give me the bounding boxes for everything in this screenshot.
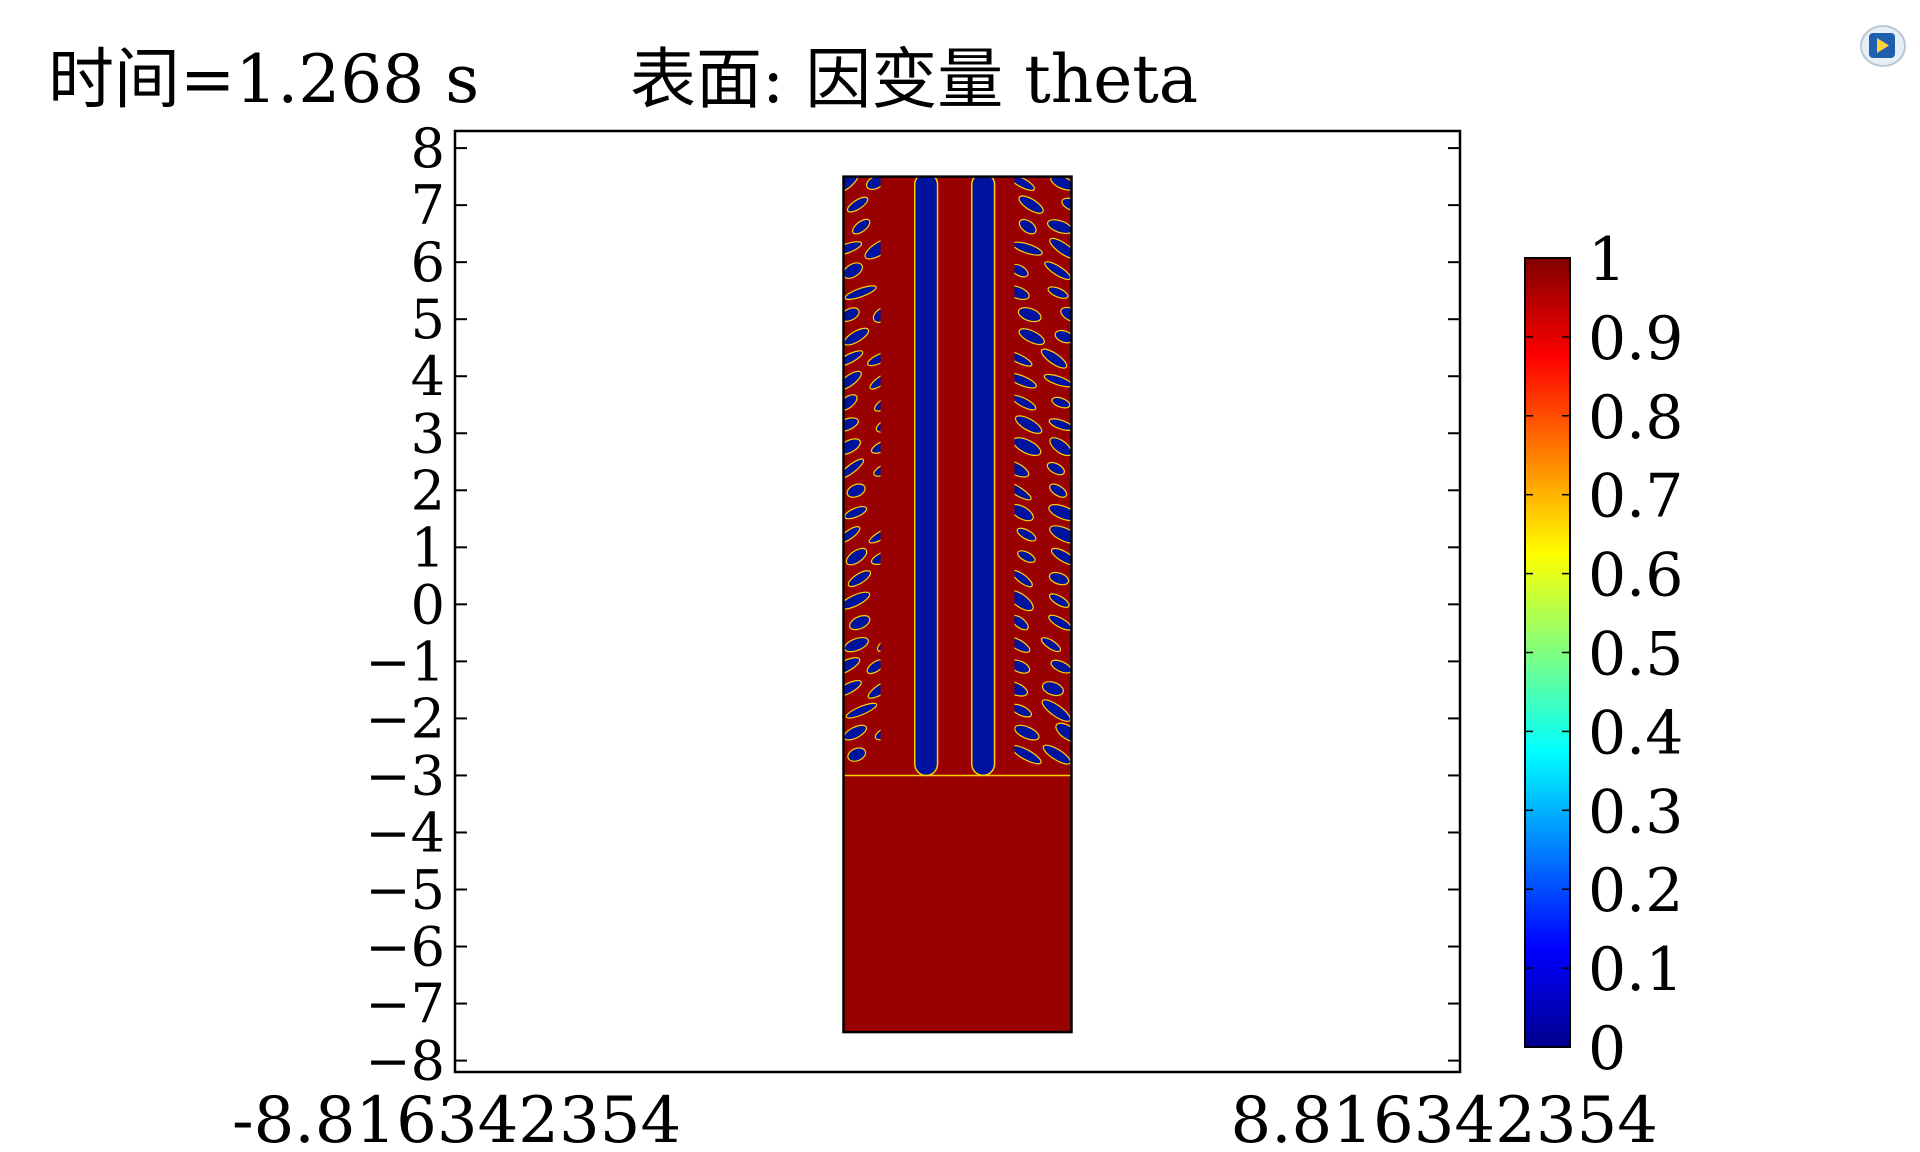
finger-blob	[1047, 286, 1069, 299]
finger-blob	[843, 657, 861, 677]
x-tick-label-max: 8.816342354	[1230, 1084, 1658, 1152]
finger-blob	[1051, 396, 1071, 409]
finger-blob	[1018, 218, 1037, 235]
colorbar-tick-label: 0.1	[1588, 935, 1683, 1005]
finger-blob	[846, 196, 869, 213]
finger-blob	[1048, 593, 1070, 608]
finger-blob	[1054, 329, 1072, 344]
finger-blob	[843, 350, 864, 368]
y-tick-label: 3	[411, 402, 445, 465]
play-logo-icon[interactable]	[1858, 20, 1908, 70]
y-tick-label: 1	[411, 516, 445, 579]
time-label: 时间=1.268 s	[48, 41, 480, 118]
finger-blob	[1014, 724, 1040, 741]
y-tick-label: 6	[411, 231, 445, 294]
colorbar-tick-label: 0.7	[1588, 462, 1683, 532]
finger-blob	[1040, 348, 1068, 369]
finger-blob	[1017, 307, 1042, 323]
colorbar-tick-label: 0.9	[1588, 304, 1683, 374]
finger-blob	[1018, 195, 1044, 214]
finger-blob	[1061, 197, 1072, 212]
colorbar-tick-label: 0.8	[1588, 383, 1683, 453]
finger-blob	[852, 218, 871, 235]
finger-blob	[1016, 527, 1037, 542]
y-tick-label: 0	[411, 573, 445, 636]
finger-blob	[1018, 328, 1045, 346]
finger-blob	[1043, 373, 1072, 388]
colorbar-tick-label: 0	[1588, 1014, 1626, 1084]
finger-blob	[844, 505, 868, 520]
colorbar: 1 0.9 0.8 0.7 0.6 0.5 0.4 0.3 0.2 0.1 0	[1524, 225, 1683, 1084]
finger-blob	[1014, 415, 1043, 434]
finger-blob	[1048, 418, 1072, 431]
finger-blob	[1049, 483, 1068, 498]
axes-frame	[453, 129, 1462, 1074]
colorbar-tick-label: 0.5	[1588, 620, 1683, 690]
y-tick-label: −6	[365, 916, 445, 979]
y-tick-label: −4	[365, 801, 445, 864]
finger-blob	[1041, 681, 1064, 697]
central-finger	[970, 176, 996, 777]
y-tick-label: −2	[365, 687, 445, 750]
colorbar-tick-label: 0.2	[1588, 856, 1683, 926]
finger-blob	[1049, 237, 1072, 260]
finger-blob	[1050, 547, 1072, 566]
y-tick-label: 8	[411, 117, 445, 180]
y-tick-label: 2	[411, 459, 445, 522]
y-tick-label: 5	[411, 288, 445, 351]
finger-blob	[1041, 699, 1072, 722]
colorbar-tick-label: 0.3	[1588, 777, 1683, 847]
heatmap-field	[843, 176, 1072, 1033]
finger-blob	[843, 458, 865, 479]
finger-blob	[847, 570, 872, 588]
finger-blob	[843, 591, 871, 610]
finger-blob	[843, 241, 863, 257]
central-finger	[914, 176, 939, 777]
finger-blob	[847, 747, 867, 762]
finger-blob	[1046, 461, 1065, 476]
colorbar-tick-label: 0.6	[1588, 541, 1683, 611]
y-tick-label: −5	[365, 859, 445, 922]
colorbar-tick-label: 0.4	[1588, 698, 1683, 768]
y-tick-label: −7	[365, 973, 445, 1036]
y-tick-label: −3	[365, 744, 445, 807]
y-tick-label: 7	[411, 174, 445, 237]
plot-title: 表面: 因变量 theta	[630, 41, 1199, 118]
finger-blob	[1049, 525, 1072, 545]
finger-blob	[849, 615, 871, 631]
domain-border	[842, 175, 1073, 1034]
finger-blob	[843, 307, 860, 322]
colorbar-tick-label: 1	[1588, 225, 1626, 295]
y-tick-label: −1	[365, 630, 445, 693]
finger-blob	[845, 547, 868, 566]
finger-blob	[844, 285, 877, 300]
finger-blob	[1048, 571, 1070, 586]
finger-blob	[1046, 219, 1072, 235]
high-theta-region	[843, 775, 1072, 1033]
finger-blob	[846, 483, 866, 498]
finger-blob	[843, 438, 862, 455]
y-tick-label: −8	[365, 1030, 445, 1093]
finger-blob	[1017, 550, 1036, 563]
finger-blob	[1008, 176, 1036, 191]
finger-blob	[845, 702, 878, 719]
finger-blob	[843, 679, 862, 698]
finger-blob	[1040, 637, 1062, 653]
y-tick-label: 4	[411, 345, 445, 408]
x-tick-label-min: -8.816342354	[232, 1084, 681, 1152]
